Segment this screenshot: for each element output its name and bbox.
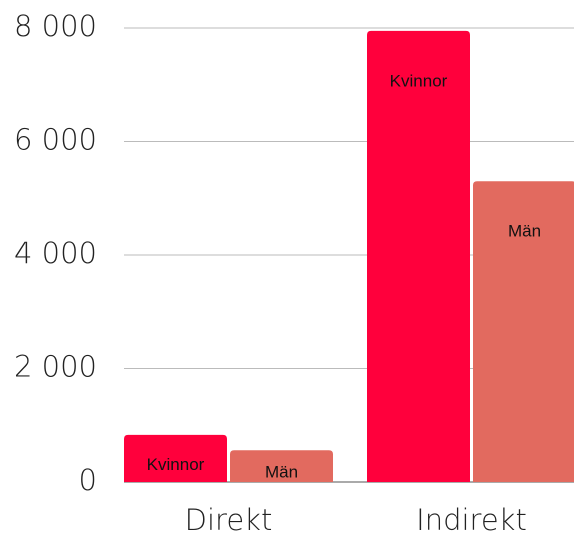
bar-label: Kvinnor	[147, 455, 205, 474]
y-tick-label: 0	[79, 463, 97, 497]
bar	[367, 30, 470, 483]
bar	[230, 450, 333, 482]
y-tick-label: 6 000	[14, 123, 97, 157]
bar	[124, 434, 227, 482]
x-tick-label: Direkt	[185, 503, 273, 534]
bar-label: Män	[508, 222, 541, 241]
y-tick-label: 8 000	[14, 9, 97, 43]
bar-label: Kvinnor	[390, 71, 448, 90]
y-tick-label: 4 000	[14, 236, 97, 270]
bar	[473, 181, 574, 482]
bar-label: Män	[265, 463, 298, 482]
x-tick-label: Indirekt	[416, 503, 527, 534]
y-tick-label: 2 000	[14, 350, 97, 384]
